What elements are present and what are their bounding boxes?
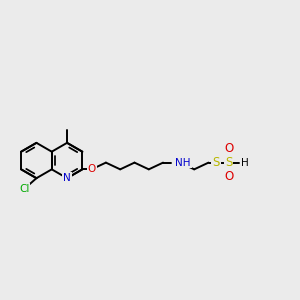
Text: Cl: Cl bbox=[19, 184, 29, 194]
Text: H: H bbox=[241, 158, 249, 168]
Text: N: N bbox=[63, 173, 71, 183]
Text: O: O bbox=[224, 142, 233, 155]
Text: S: S bbox=[212, 156, 220, 169]
Text: S: S bbox=[225, 156, 232, 169]
Text: O: O bbox=[88, 164, 96, 174]
Text: NH: NH bbox=[175, 158, 191, 168]
Text: O: O bbox=[224, 170, 233, 183]
